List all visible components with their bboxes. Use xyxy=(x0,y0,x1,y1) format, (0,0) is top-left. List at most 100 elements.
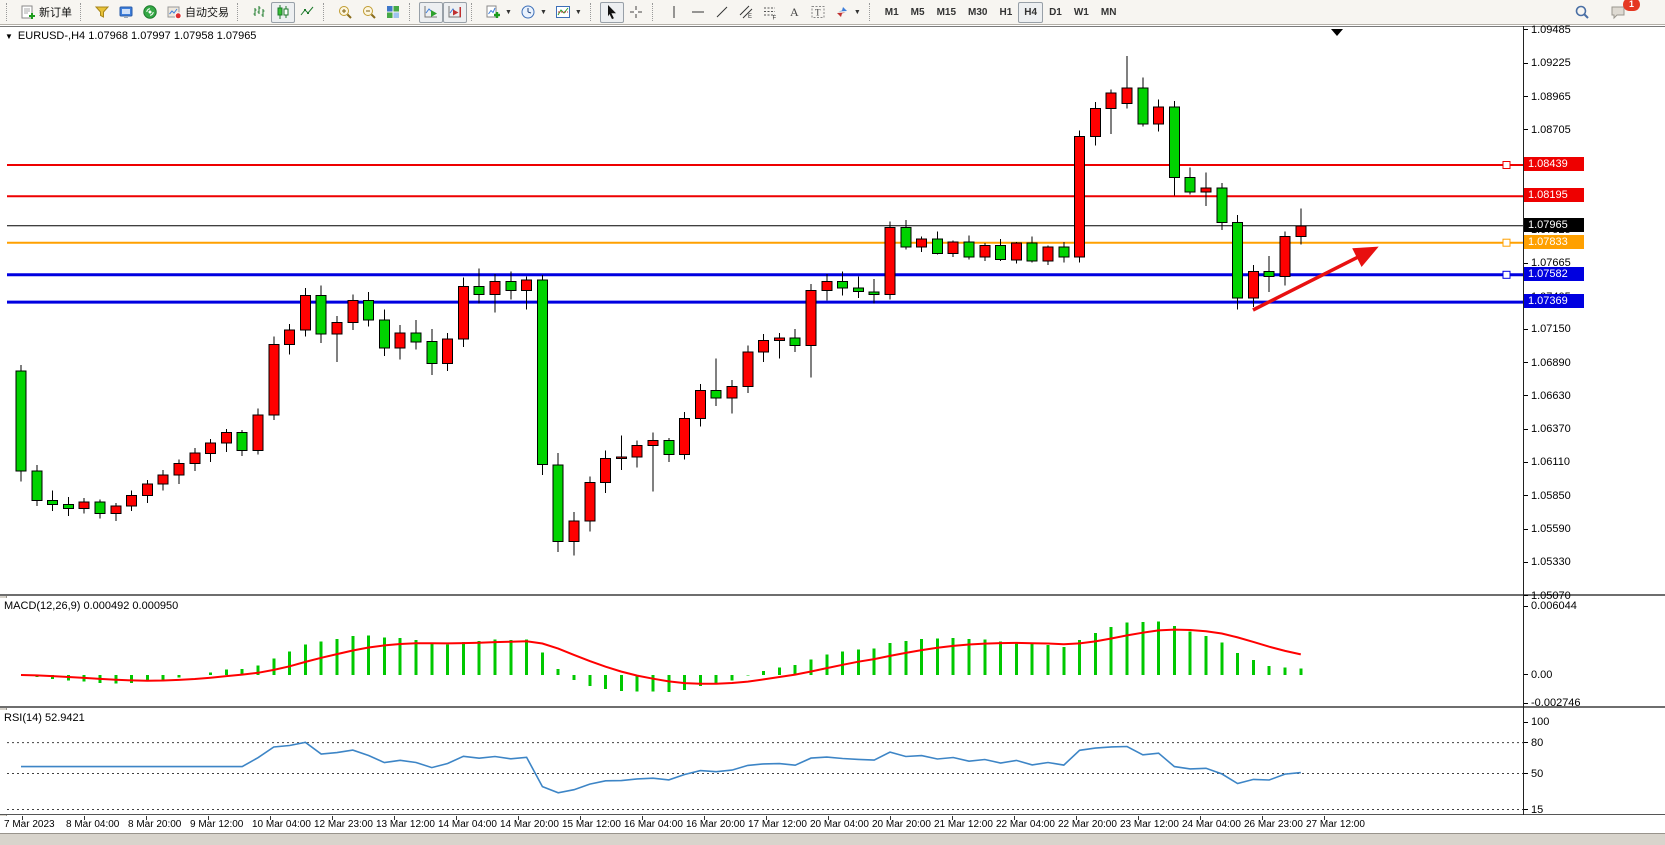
time-tick xyxy=(456,816,457,820)
candle-body xyxy=(1137,87,1149,125)
timeframe-button-h1[interactable]: H1 xyxy=(993,2,1018,23)
timeframe-button-mn[interactable]: MN xyxy=(1095,2,1123,23)
toolbar-separator xyxy=(323,3,330,21)
candle-body xyxy=(536,279,548,466)
price-chart-pane[interactable]: ▼ EURUSD-,H4 1.07968 1.07997 1.07958 1.0… xyxy=(0,26,1665,596)
time-label: 27 Mar 12:00 xyxy=(1306,819,1365,830)
vertical-line-icon xyxy=(673,6,675,18)
toolbar-separator xyxy=(651,3,659,21)
line-handle[interactable] xyxy=(1502,238,1511,247)
auto-trading-button[interactable]: 自动交易 xyxy=(162,2,233,23)
time-tick xyxy=(704,816,705,820)
candle-body xyxy=(110,505,122,514)
time-label: 15 Mar 12:00 xyxy=(562,819,621,830)
timeframe-button-m1[interactable]: M1 xyxy=(879,2,905,23)
candle-body xyxy=(1232,222,1244,299)
candle-body xyxy=(931,238,943,254)
time-label: 8 Mar 04:00 xyxy=(66,819,120,830)
zoom-out-button[interactable] xyxy=(357,2,381,23)
price-badge: 1.08439 xyxy=(1524,157,1584,172)
crosshair-button[interactable] xyxy=(624,2,648,23)
trendline-icon xyxy=(716,6,728,18)
time-label: 16 Mar 20:00 xyxy=(686,819,745,830)
chart-title-text: EURUSD-,H4 1.07968 1.07997 1.07958 1.079… xyxy=(17,30,257,42)
candle-body xyxy=(521,279,533,291)
macd-chart xyxy=(20,621,1303,693)
timeframe-button-w1[interactable]: W1 xyxy=(1068,2,1095,23)
time-label: 17 Mar 12:00 xyxy=(748,819,807,830)
zoom-in-button[interactable] xyxy=(333,2,357,23)
rsi-pane[interactable]: RSI(14) 52.9421 xyxy=(0,710,1665,815)
axis-tick-label: 0.00 xyxy=(1524,668,1552,681)
candle-body xyxy=(821,281,833,291)
time-tick xyxy=(146,816,147,820)
timeframe-button-h4[interactable]: H4 xyxy=(1018,1,1044,23)
timeframe-button-m5[interactable]: M5 xyxy=(905,2,931,23)
new-chart-button[interactable]: ▼ xyxy=(481,2,516,23)
candle-body xyxy=(1279,236,1291,277)
axis-tick-label: 1.06630 xyxy=(1524,389,1571,402)
candle-body xyxy=(900,227,912,248)
candle-body xyxy=(299,295,311,331)
symbol-dropdown-icon[interactable]: ▼ xyxy=(5,31,13,41)
tool-signal-button[interactable] xyxy=(138,2,162,23)
equidistant-channel-button[interactable]: E xyxy=(734,2,758,23)
timeframe-button-m15[interactable]: M15 xyxy=(931,2,962,23)
text-button[interactable]: A xyxy=(782,2,806,23)
macd-pane[interactable]: MACD(12,26,9) 0.000492 0.000950 xyxy=(0,598,1665,708)
arrows-button[interactable]: ▼ xyxy=(830,2,865,23)
indicators-button[interactable]: ▼ xyxy=(551,2,586,23)
time-tick xyxy=(1200,816,1201,820)
fibonacci-button[interactable]: F xyxy=(758,2,782,23)
time-label: 16 Mar 04:00 xyxy=(624,819,683,830)
time-tick xyxy=(580,816,581,820)
axis-tick-label: 1.08705 xyxy=(1524,123,1571,136)
notification-badge: 1 xyxy=(1623,0,1640,11)
axis-tick-label: 1.07150 xyxy=(1524,323,1571,336)
timeframe-button-d1[interactable]: D1 xyxy=(1043,2,1068,23)
notifications-button[interactable]: 1 xyxy=(1606,0,1640,23)
line-chart-button[interactable] xyxy=(295,2,319,23)
chart-shift-button[interactable] xyxy=(443,1,467,23)
toolbar-separator xyxy=(589,3,597,21)
rsi-chart xyxy=(7,741,1523,810)
price-badge: 1.07369 xyxy=(1524,294,1584,309)
chart-shift-marker[interactable] xyxy=(1331,29,1343,36)
line-handle[interactable] xyxy=(1502,161,1511,169)
vertical-line-button[interactable] xyxy=(662,2,686,23)
arrow-annotation[interactable] xyxy=(1252,246,1379,312)
trendline-button[interactable] xyxy=(710,2,734,23)
time-axis[interactable]: 7 Mar 2023 8 Mar 04:00 8 Mar 20:00 9 Mar 12… xyxy=(0,816,1665,832)
price-axis[interactable]: 1.094851.092251.089651.087051.084451.081… xyxy=(1524,24,1665,832)
search-button[interactable] xyxy=(1570,2,1594,23)
svg-text:A: A xyxy=(790,5,799,19)
candle-body xyxy=(1184,177,1196,193)
new-order-button[interactable]: 新订单 xyxy=(16,2,76,23)
tile-windows-button[interactable] xyxy=(381,2,405,23)
timeframe-button-m30[interactable]: M30 xyxy=(962,2,993,23)
axis-tick-label: 1.08965 xyxy=(1524,90,1571,103)
candle-body xyxy=(315,295,327,335)
bar-chart-button[interactable] xyxy=(247,2,271,23)
candle-body xyxy=(758,340,770,353)
line-handle[interactable] xyxy=(1502,270,1511,279)
candle-body xyxy=(457,286,469,340)
tool-terminal-button[interactable] xyxy=(114,2,138,23)
text-label-button[interactable]: T xyxy=(806,2,830,23)
broadcast-icon xyxy=(143,5,157,19)
macd-histogram xyxy=(35,621,1303,693)
axis-tick-label: 1.06110 xyxy=(1524,456,1570,469)
tool-funnel-button[interactable] xyxy=(90,2,114,23)
tile-windows-icon xyxy=(387,6,399,18)
cursor-button[interactable] xyxy=(599,1,624,23)
main-toolbar: 新订单 自动交易 xyxy=(0,0,1665,25)
horizontal-line-button[interactable] xyxy=(686,2,710,23)
candlestick-chart-button[interactable] xyxy=(271,1,295,23)
periods-button[interactable]: ▼ xyxy=(516,2,551,23)
candle-body xyxy=(394,332,406,349)
candle-body xyxy=(1074,136,1086,258)
auto-scroll-button[interactable] xyxy=(419,1,443,23)
svg-text:T: T xyxy=(815,8,821,18)
candle-body xyxy=(726,386,738,399)
